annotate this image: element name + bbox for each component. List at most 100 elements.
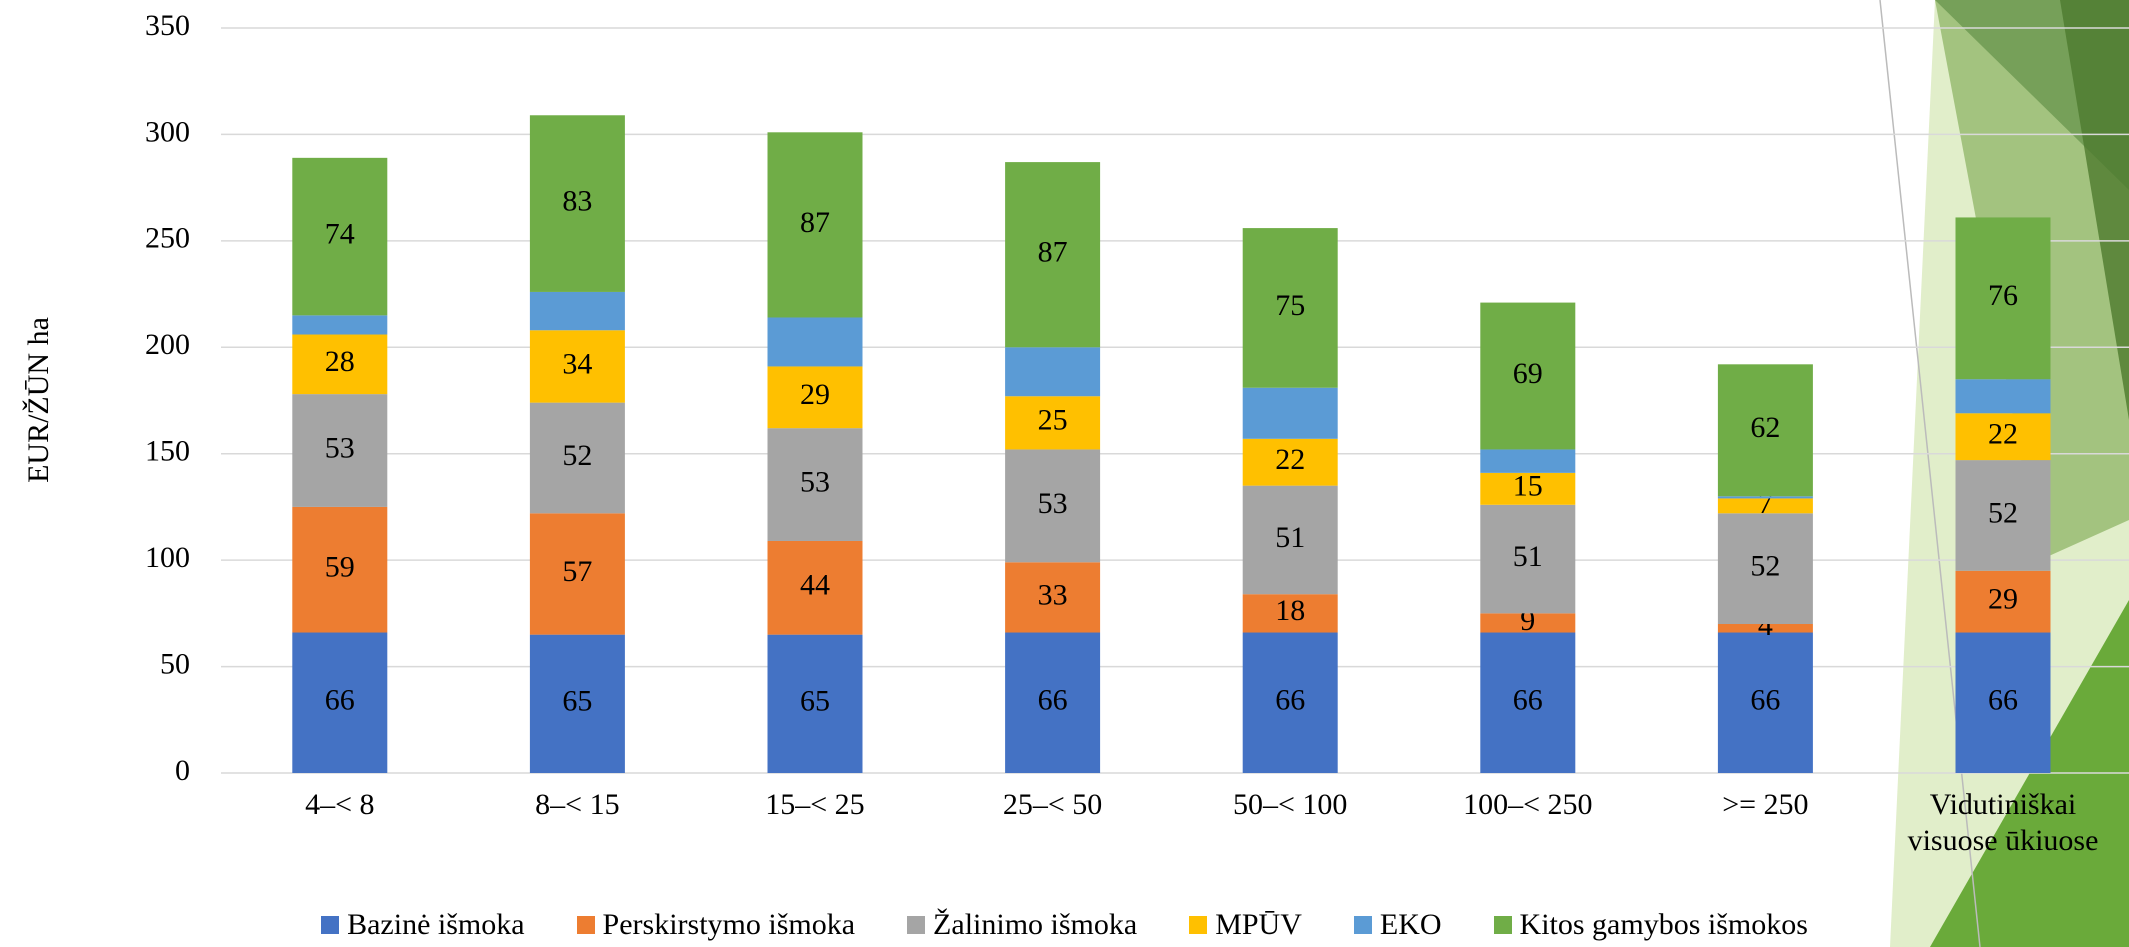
legend-swatch [1189,916,1208,934]
bar-segment [1717,624,1813,633]
x-tick-wrap: 100–< 250 [1463,788,1593,821]
bar-segment [292,157,388,316]
legend-label: Žalinimo išmoka [933,908,1138,941]
bar-segment [1005,162,1101,348]
bar-segment [1955,632,2051,773]
y-axis-title: EUR/ŽŪN ha [22,317,55,483]
legend-label: Bazinė išmoka [347,908,525,941]
y-tick-label: 150 [145,435,190,468]
data-label: 66 [1988,684,2018,717]
y-tick-label: 100 [145,541,190,574]
x-tick-label: >= 250 [1722,788,1809,821]
bar-segment [1242,632,1338,773]
bar-segment [1242,387,1338,439]
bar-segment [1005,396,1101,450]
data-label: 22 [1988,418,2018,451]
y-tick-label: 200 [145,328,190,361]
bar-segment [767,634,863,773]
data-label: 87 [1038,236,1068,269]
data-label: 52 [562,439,592,472]
data-label: 25 [1038,404,1068,437]
legend-swatch [321,916,340,934]
data-label: 34 [562,347,592,380]
data-label: 66 [1513,684,1543,717]
legend-label: EKO [1379,908,1442,941]
bar-segment [1480,472,1576,505]
x-tick-label: Vidutiniškai visuose ūkiuose [1907,788,2099,857]
bar-segment [767,132,863,318]
legend-swatch [907,916,926,934]
x-tick-label: 15–< 25 [765,788,865,821]
bar-segment [1717,496,1813,499]
bar-segment [292,506,388,633]
x-tick-wrap: >= 250 [1722,788,1809,821]
data-label: 66 [1750,684,1780,717]
x-tick-wrap: 8–< 15 [535,788,619,821]
bar-segment [292,394,388,507]
bar-segment [292,632,388,773]
legend-label: Perskirstymo išmoka [602,908,856,941]
bar-segment [767,428,863,541]
data-label: 75 [1275,289,1305,322]
data-label: 65 [562,685,592,718]
data-label: 87 [800,206,830,239]
x-tick-wrap: 25–< 50 [1002,788,1103,821]
data-label: 66 [325,684,355,717]
data-label: 53 [325,431,355,464]
bar-segment [767,366,863,429]
legend-label: MPŪV [1215,908,1302,941]
bar-segment [292,334,388,395]
legend-swatch [1493,916,1512,934]
legend-item: Bazinė išmoka [321,908,525,942]
bar-segment [1717,364,1813,497]
data-label: 59 [325,551,355,584]
bar-segment [292,315,388,335]
data-label: 29 [1988,583,2018,616]
data-label: 51 [1275,521,1305,554]
legend-item: EKO [1353,908,1442,942]
x-tick-wrap: 4–< 8 [305,788,375,821]
bar-segment [1242,485,1338,595]
bar-segment [1005,632,1101,773]
data-label: 74 [325,217,355,250]
decor [2060,0,2129,420]
x-tick-label: 100–< 250 [1463,788,1593,821]
bar-segment [1955,460,2051,571]
data-label: 22 [1275,443,1305,476]
bar-segment [1005,449,1101,563]
data-label: 28 [325,345,355,378]
bar-segment [1480,613,1576,633]
bar-segment [1955,217,2051,380]
bar-segment [529,115,625,292]
bar-segment [1005,347,1101,397]
data-label: 66 [1275,684,1305,717]
data-label: 76 [1988,279,2018,312]
data-label: 18 [1275,594,1305,627]
data-label: 33 [1038,578,1068,611]
data-label: 66 [1038,684,1068,717]
bar-segment [1955,379,2051,414]
data-label: 69 [1513,357,1543,390]
x-tick-wrap: Vidutiniškai visuose ūkiuose [1907,788,2099,857]
data-label: 51 [1513,540,1543,573]
decor-line [1879,0,1981,947]
legend: Bazinė išmoka Perskirstymo išmoka Žalinimo… [0,908,2129,942]
legend-item: MPŪV [1189,908,1302,942]
data-label: 53 [1038,487,1068,520]
bar-segment [1717,632,1813,773]
x-tick-wrap: 50–< 100 [1233,788,1347,821]
bar-segment [1955,413,2051,461]
x-tick-label: 25–< 50 [1002,788,1103,821]
bar-segment [529,513,625,635]
legend-swatch [1353,916,1372,934]
legend-label: Kitos gamybos išmokos [1519,908,1808,941]
bar-segment [1242,594,1338,633]
x-tick-label: 4–< 8 [305,788,375,821]
bar-segment [1480,632,1576,773]
bar-segment [1242,228,1338,388]
y-tick-label: 300 [145,115,190,148]
y-tick-label: 0 [175,754,190,787]
x-tick-wrap: 15–< 25 [765,788,865,821]
